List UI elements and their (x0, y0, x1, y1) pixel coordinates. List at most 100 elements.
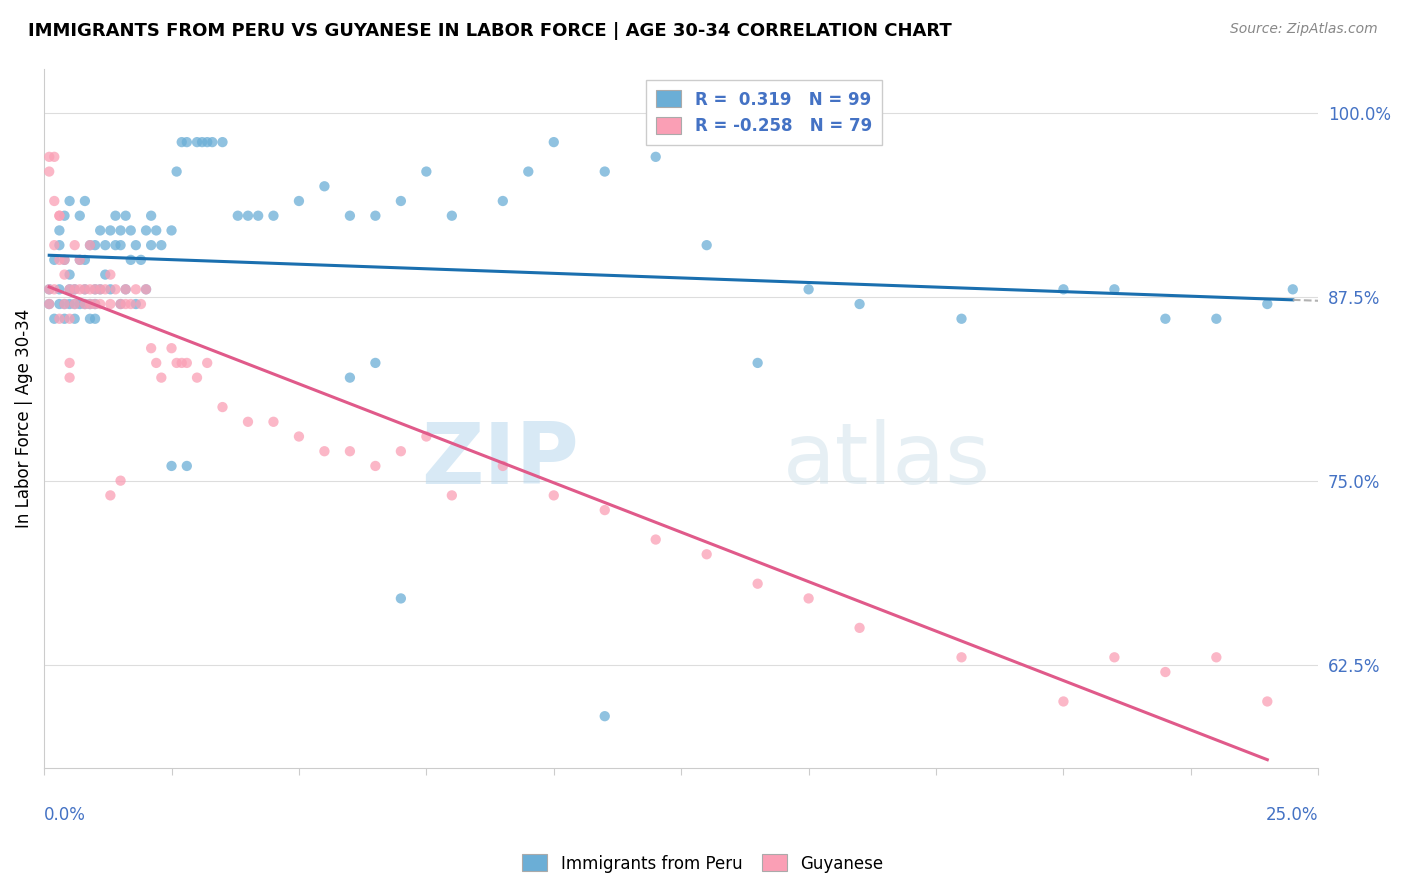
Point (125, 297, 148, 311)
Point (415, 429, 437, 443)
Point (797, 282, 820, 296)
Point (114, 297, 136, 311)
Point (226, 209, 249, 223)
Point (950, 311, 973, 326)
Point (129, 297, 152, 311)
Point (1154, 665, 1177, 679)
Point (129, 252, 152, 267)
Point (79, 297, 101, 311)
Legend: Immigrants from Peru, Guyanese: Immigrants from Peru, Guyanese (516, 847, 890, 880)
Point (44, 252, 66, 267)
Point (120, 252, 142, 267)
Point (339, 370, 361, 384)
Point (339, 444, 361, 458)
Point (58, 297, 80, 311)
Point (38, 164, 60, 178)
Point (38, 297, 60, 311)
Point (644, 533, 666, 547)
Point (492, 194, 515, 208)
Point (543, 135, 565, 149)
Point (1052, 694, 1074, 708)
Point (150, 238, 173, 252)
Text: 25.0%: 25.0% (1265, 806, 1319, 824)
Point (492, 458, 515, 473)
Point (58, 268, 80, 282)
Point (53, 297, 76, 311)
Text: IMMIGRANTS FROM PERU VS GUYANESE IN LABOR FORCE | AGE 30-34 CORRELATION CHART: IMMIGRANTS FROM PERU VS GUYANESE IN LABO… (28, 22, 952, 40)
Point (79, 282, 101, 296)
Point (176, 458, 198, 473)
Point (94, 282, 117, 296)
Point (79, 311, 101, 326)
Point (120, 297, 142, 311)
Point (186, 370, 208, 384)
Point (848, 297, 870, 311)
Point (415, 164, 437, 178)
Point (104, 209, 127, 223)
Point (94, 238, 117, 252)
Point (517, 164, 540, 178)
Point (44, 238, 66, 252)
Point (211, 135, 233, 149)
Point (73, 252, 96, 267)
Point (48, 209, 70, 223)
Y-axis label: In Labor Force | Age 30-34: In Labor Force | Age 30-34 (15, 309, 32, 528)
Point (48, 311, 70, 326)
Point (114, 209, 136, 223)
Point (236, 415, 259, 429)
Point (69, 282, 91, 296)
Point (38, 282, 60, 296)
Point (139, 209, 162, 223)
Point (747, 356, 769, 370)
Point (44, 150, 66, 164)
Point (389, 194, 412, 208)
Point (440, 488, 463, 502)
Point (58, 356, 80, 370)
Point (145, 356, 167, 370)
Point (747, 576, 769, 591)
Point (104, 282, 127, 296)
Point (191, 135, 214, 149)
Point (89, 297, 111, 311)
Point (73, 297, 96, 311)
Point (53, 252, 76, 267)
Point (63, 282, 86, 296)
Point (63, 297, 86, 311)
Point (110, 297, 132, 311)
Point (1104, 650, 1126, 665)
Point (170, 135, 193, 149)
Point (176, 135, 198, 149)
Point (84, 282, 107, 296)
Point (262, 415, 284, 429)
Point (339, 209, 361, 223)
Point (125, 238, 148, 252)
Point (696, 238, 718, 252)
Point (73, 282, 96, 296)
Point (211, 400, 233, 414)
Point (58, 282, 80, 296)
Point (98, 223, 121, 237)
Point (84, 297, 107, 311)
Point (1205, 311, 1227, 326)
Point (44, 311, 66, 326)
Point (644, 150, 666, 164)
Point (166, 164, 188, 178)
Point (44, 194, 66, 208)
Point (48, 209, 70, 223)
Point (84, 297, 107, 311)
Point (593, 503, 616, 517)
Point (73, 194, 96, 208)
Point (543, 488, 565, 502)
Point (262, 209, 284, 223)
Point (63, 297, 86, 311)
Point (166, 356, 188, 370)
Point (288, 429, 311, 443)
Point (98, 282, 121, 296)
Point (145, 223, 167, 237)
Point (593, 709, 616, 723)
Point (288, 194, 311, 208)
Point (135, 282, 157, 296)
Point (79, 238, 101, 252)
Point (73, 282, 96, 296)
Point (1281, 282, 1303, 296)
